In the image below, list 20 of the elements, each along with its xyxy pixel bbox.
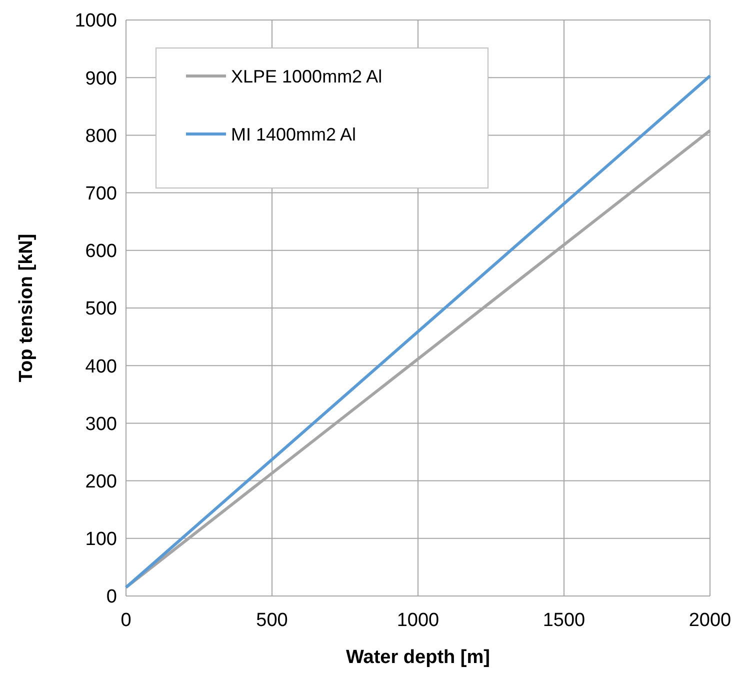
x-tick-label: 0 [120,610,132,631]
y-tick-label: 1000 [74,10,117,32]
x-axis-title: Water depth [m] [346,647,490,668]
y-axis-title: Top tension [kN] [16,234,37,382]
y-tick-label: 500 [85,298,117,320]
legend-label: MI 1400mm2 Al [231,124,356,144]
y-tick-label: 0 [106,586,117,608]
x-tick-label: 1500 [542,610,586,631]
x-tick-label: 1000 [396,610,440,631]
y-tick-label: 400 [85,356,117,378]
y-tick-label: 600 [85,241,117,262]
legend-label: XLPE 1000mm2 Al [231,66,382,86]
x-tick-label: 2000 [688,610,732,631]
y-tick-label: 200 [85,471,117,492]
y-tick-label: 700 [85,183,117,204]
y-tick-label: 900 [85,68,117,90]
y-tick-label: 800 [85,126,117,147]
x-tick-label: 500 [256,610,288,631]
y-tick-label: 300 [85,414,117,435]
y-tick-label: 100 [85,529,117,550]
